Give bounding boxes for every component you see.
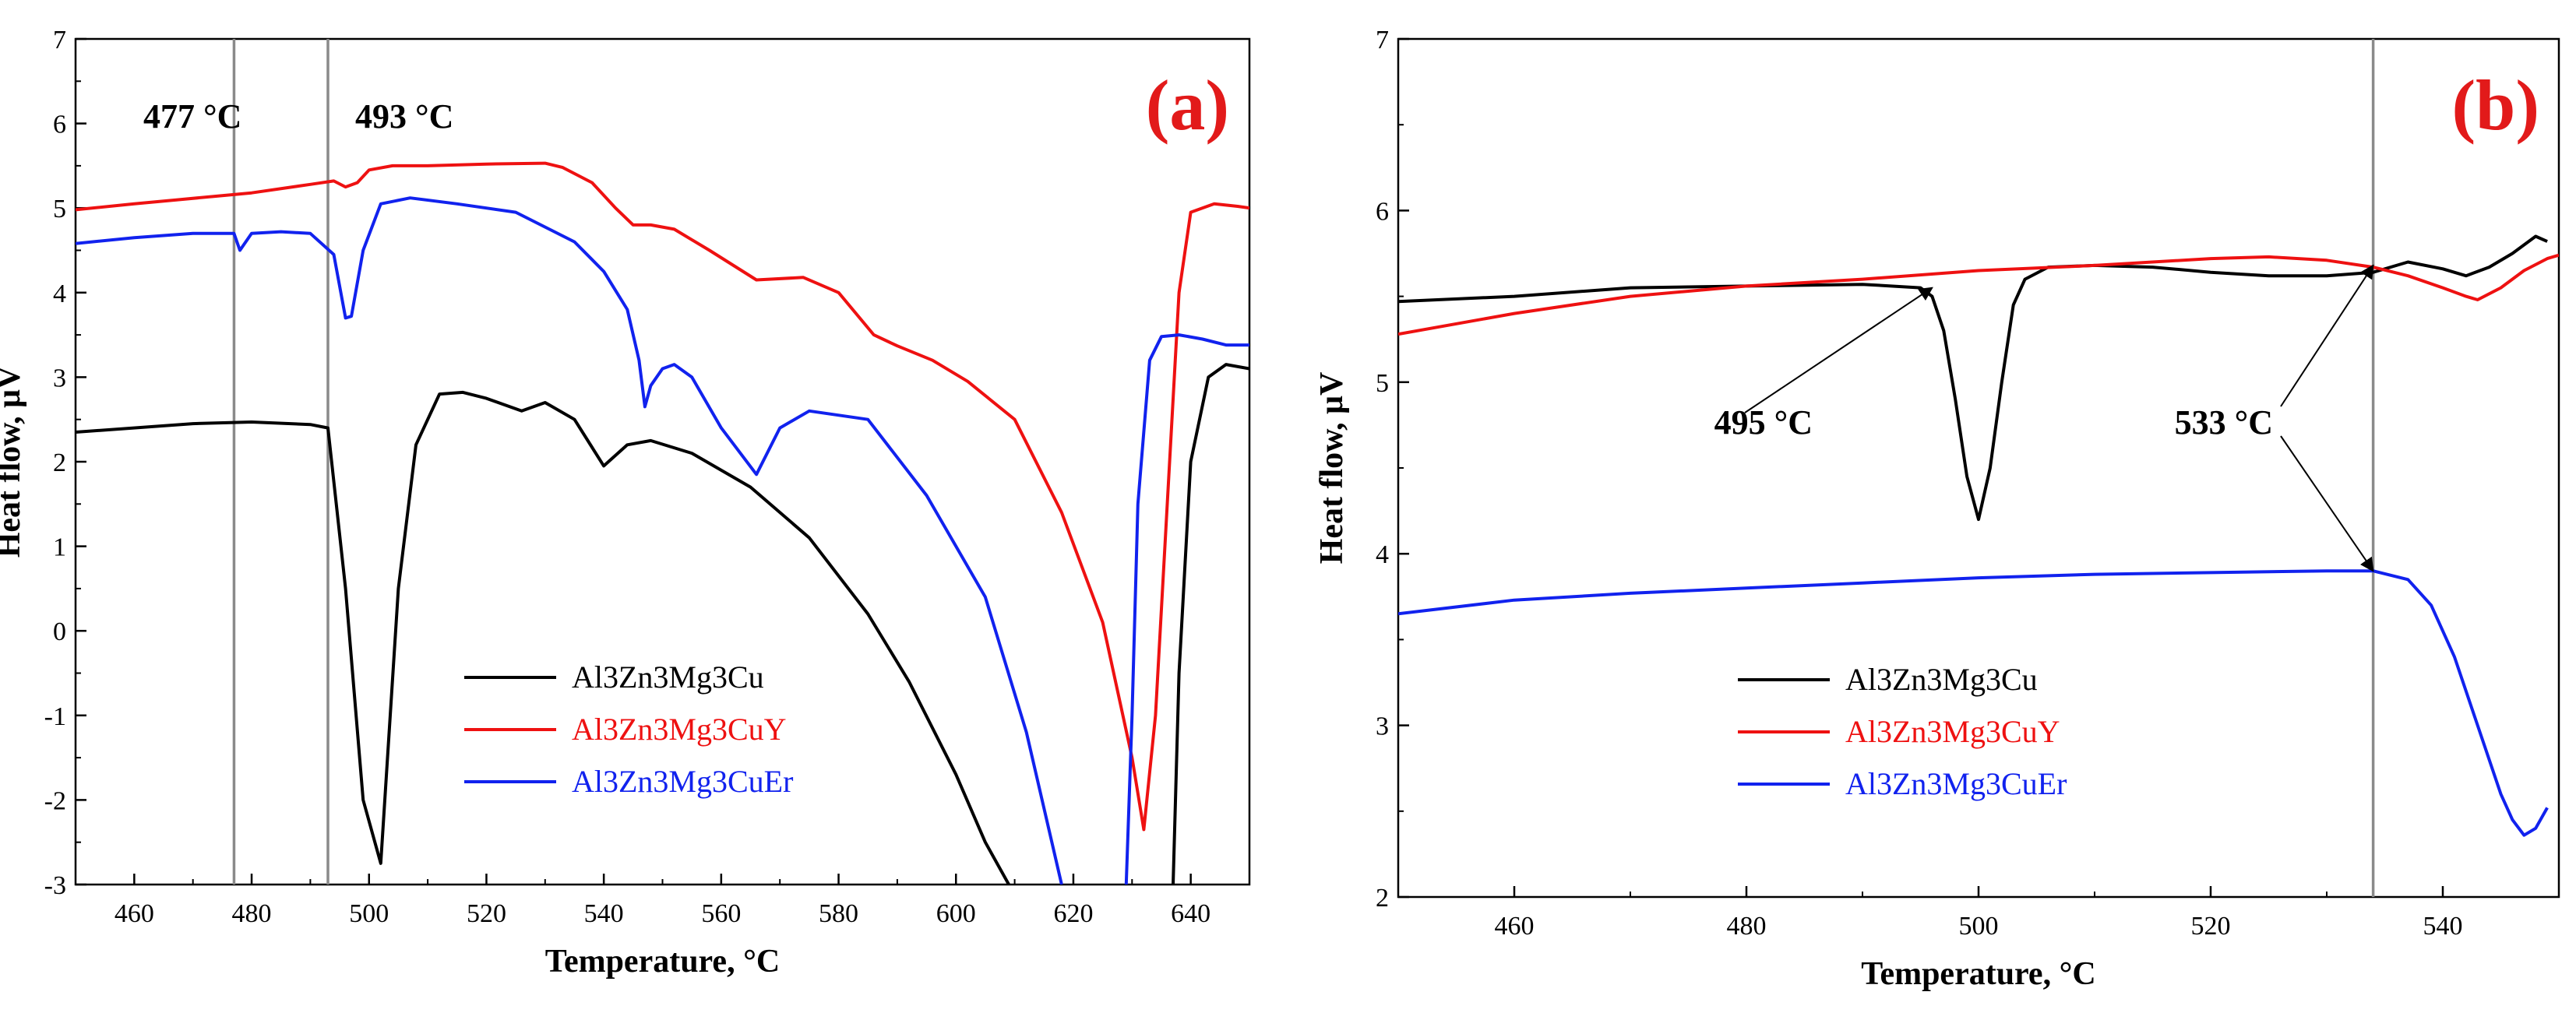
annotation-arrow (2280, 264, 2374, 407)
y-axis-title: Heat flow, μV (1314, 372, 1350, 565)
x-tick-label: 480 (1727, 912, 1767, 941)
x-axis-title: Temperature, °C (545, 944, 780, 980)
series-line-al3zn3mg3cuer (76, 196, 1063, 885)
x-tick-label: 640 (1171, 899, 1210, 928)
y-tick-label: -1 (44, 702, 66, 731)
legend-label: Al3Zn3Mg3CuY (572, 712, 787, 747)
panel-label: (b) (2452, 65, 2539, 145)
x-tick-label: 540 (584, 899, 624, 928)
y-tick-label: 0 (53, 617, 66, 646)
y-tick-label: 2 (53, 448, 66, 477)
y-tick-label: 4 (1376, 540, 1389, 569)
x-tick-label: 460 (1495, 912, 1535, 941)
temp-annotation: 533 °C (2175, 403, 2273, 441)
series-line-al3zn3mg3cuy (1398, 253, 2559, 336)
y-tick-label: 7 (53, 26, 66, 55)
chart-panel-a: 460 480 500 520 540 560 580 600 620 640 -3 -2 -1 0 1 2 3… (0, 26, 1251, 980)
y-tick-label: -3 (44, 871, 66, 900)
y-axis-title: Heat flow, μV (0, 366, 27, 558)
x-tick-label: 520 (467, 899, 506, 928)
x-tick-label: 620 (1053, 899, 1093, 928)
legend-label: Al3Zn3Mg3CuEr (1845, 766, 2067, 801)
x-tick-label: 560 (701, 899, 741, 928)
y-tick-label: 4 (53, 280, 66, 308)
x-tick-label: 520 (2191, 912, 2231, 941)
series-line-al3zn3mg3cu (1398, 234, 2548, 522)
chart-panel-b: 460 480 500 520 540 2 3 4 5 6 7 Temperature, °C Heat… (1314, 26, 2560, 992)
series-line-al3zn3mg3cuy (76, 161, 1249, 832)
x-tick-label: 460 (115, 899, 154, 928)
series-line-al3zn3mg3cuer (1124, 333, 1249, 885)
plot-frame (74, 37, 1251, 886)
x-tick-label: 480 (232, 899, 272, 928)
y-tick-label: 7 (1376, 26, 1389, 55)
y-tick-label: 6 (1376, 197, 1389, 226)
x-tick-label: 600 (936, 899, 976, 928)
legend-label: Al3Zn3Mg3CuEr (572, 764, 793, 799)
temp-annotation: 493 °C (355, 97, 453, 135)
series-line-al3zn3mg3cu (1172, 363, 1249, 885)
y-tick-label: -2 (44, 786, 66, 815)
temp-annotation: 495 °C (1714, 403, 1813, 441)
annotation-arrow (2280, 435, 2374, 572)
annotation-arrow (1744, 287, 1933, 413)
x-tick-label: 540 (2423, 912, 2463, 941)
x-axis-title: Temperature, °C (1861, 956, 2095, 992)
y-tick-label: 5 (1376, 369, 1389, 398)
y-tick-label: 3 (53, 364, 66, 392)
y-tick-label: 2 (1376, 884, 1389, 913)
y-tick-label: 5 (53, 195, 66, 223)
x-tick-label: 500 (349, 899, 389, 928)
x-tick-label: 500 (1959, 912, 1999, 941)
legend-label: Al3Zn3Mg3CuY (1845, 714, 2060, 749)
legend-label: Al3Zn3Mg3Cu (1845, 662, 2038, 697)
y-tick-label: 6 (53, 111, 66, 139)
temp-annotation: 477 °C (143, 97, 241, 135)
panel-label: (a) (1146, 65, 1229, 145)
legend-label: Al3Zn3Mg3Cu (572, 660, 764, 695)
x-tick-label: 580 (819, 899, 858, 928)
series-line-al3zn3mg3cu (76, 390, 1010, 885)
y-tick-label: 3 (1376, 712, 1389, 741)
series-group (76, 161, 1249, 885)
y-tick-label: 1 (53, 533, 66, 562)
